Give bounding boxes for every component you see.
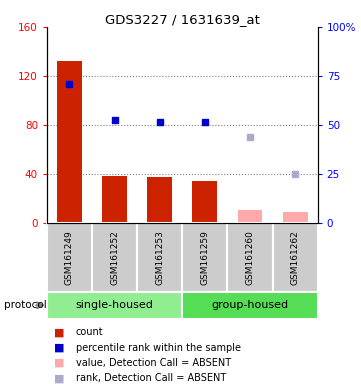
Bar (57, 61, 82, 223)
Bar (182, 292, 318, 319)
Text: GSM161259: GSM161259 (200, 230, 209, 285)
Title: GDS3227 / 1631639_at: GDS3227 / 1631639_at (105, 13, 260, 26)
Text: GSM161252: GSM161252 (110, 230, 119, 285)
Bar (47, 292, 182, 319)
Text: GSM161260: GSM161260 (245, 230, 255, 285)
Text: GSM161253: GSM161253 (155, 230, 164, 285)
Text: single-housed: single-housed (76, 300, 153, 310)
Text: count: count (76, 327, 104, 337)
Bar (273, 223, 318, 292)
Bar (283, 212, 308, 223)
Text: ■: ■ (54, 343, 65, 353)
Bar (238, 210, 262, 223)
Bar (182, 223, 227, 292)
Bar (92, 223, 137, 292)
Text: GSM161249: GSM161249 (65, 230, 74, 285)
Text: ■: ■ (54, 327, 65, 337)
Bar (147, 177, 172, 223)
Bar (192, 181, 217, 223)
Text: group-housed: group-housed (212, 300, 288, 310)
Text: GSM161262: GSM161262 (291, 230, 300, 285)
Text: ■: ■ (54, 358, 65, 368)
Bar (137, 223, 182, 292)
Text: rank, Detection Call = ABSENT: rank, Detection Call = ABSENT (76, 373, 226, 383)
Text: ■: ■ (54, 373, 65, 383)
Bar (47, 223, 92, 292)
Bar (227, 223, 273, 292)
Text: protocol: protocol (4, 300, 46, 310)
Bar (102, 176, 127, 223)
Text: value, Detection Call = ABSENT: value, Detection Call = ABSENT (76, 358, 231, 368)
Text: percentile rank within the sample: percentile rank within the sample (76, 343, 241, 353)
